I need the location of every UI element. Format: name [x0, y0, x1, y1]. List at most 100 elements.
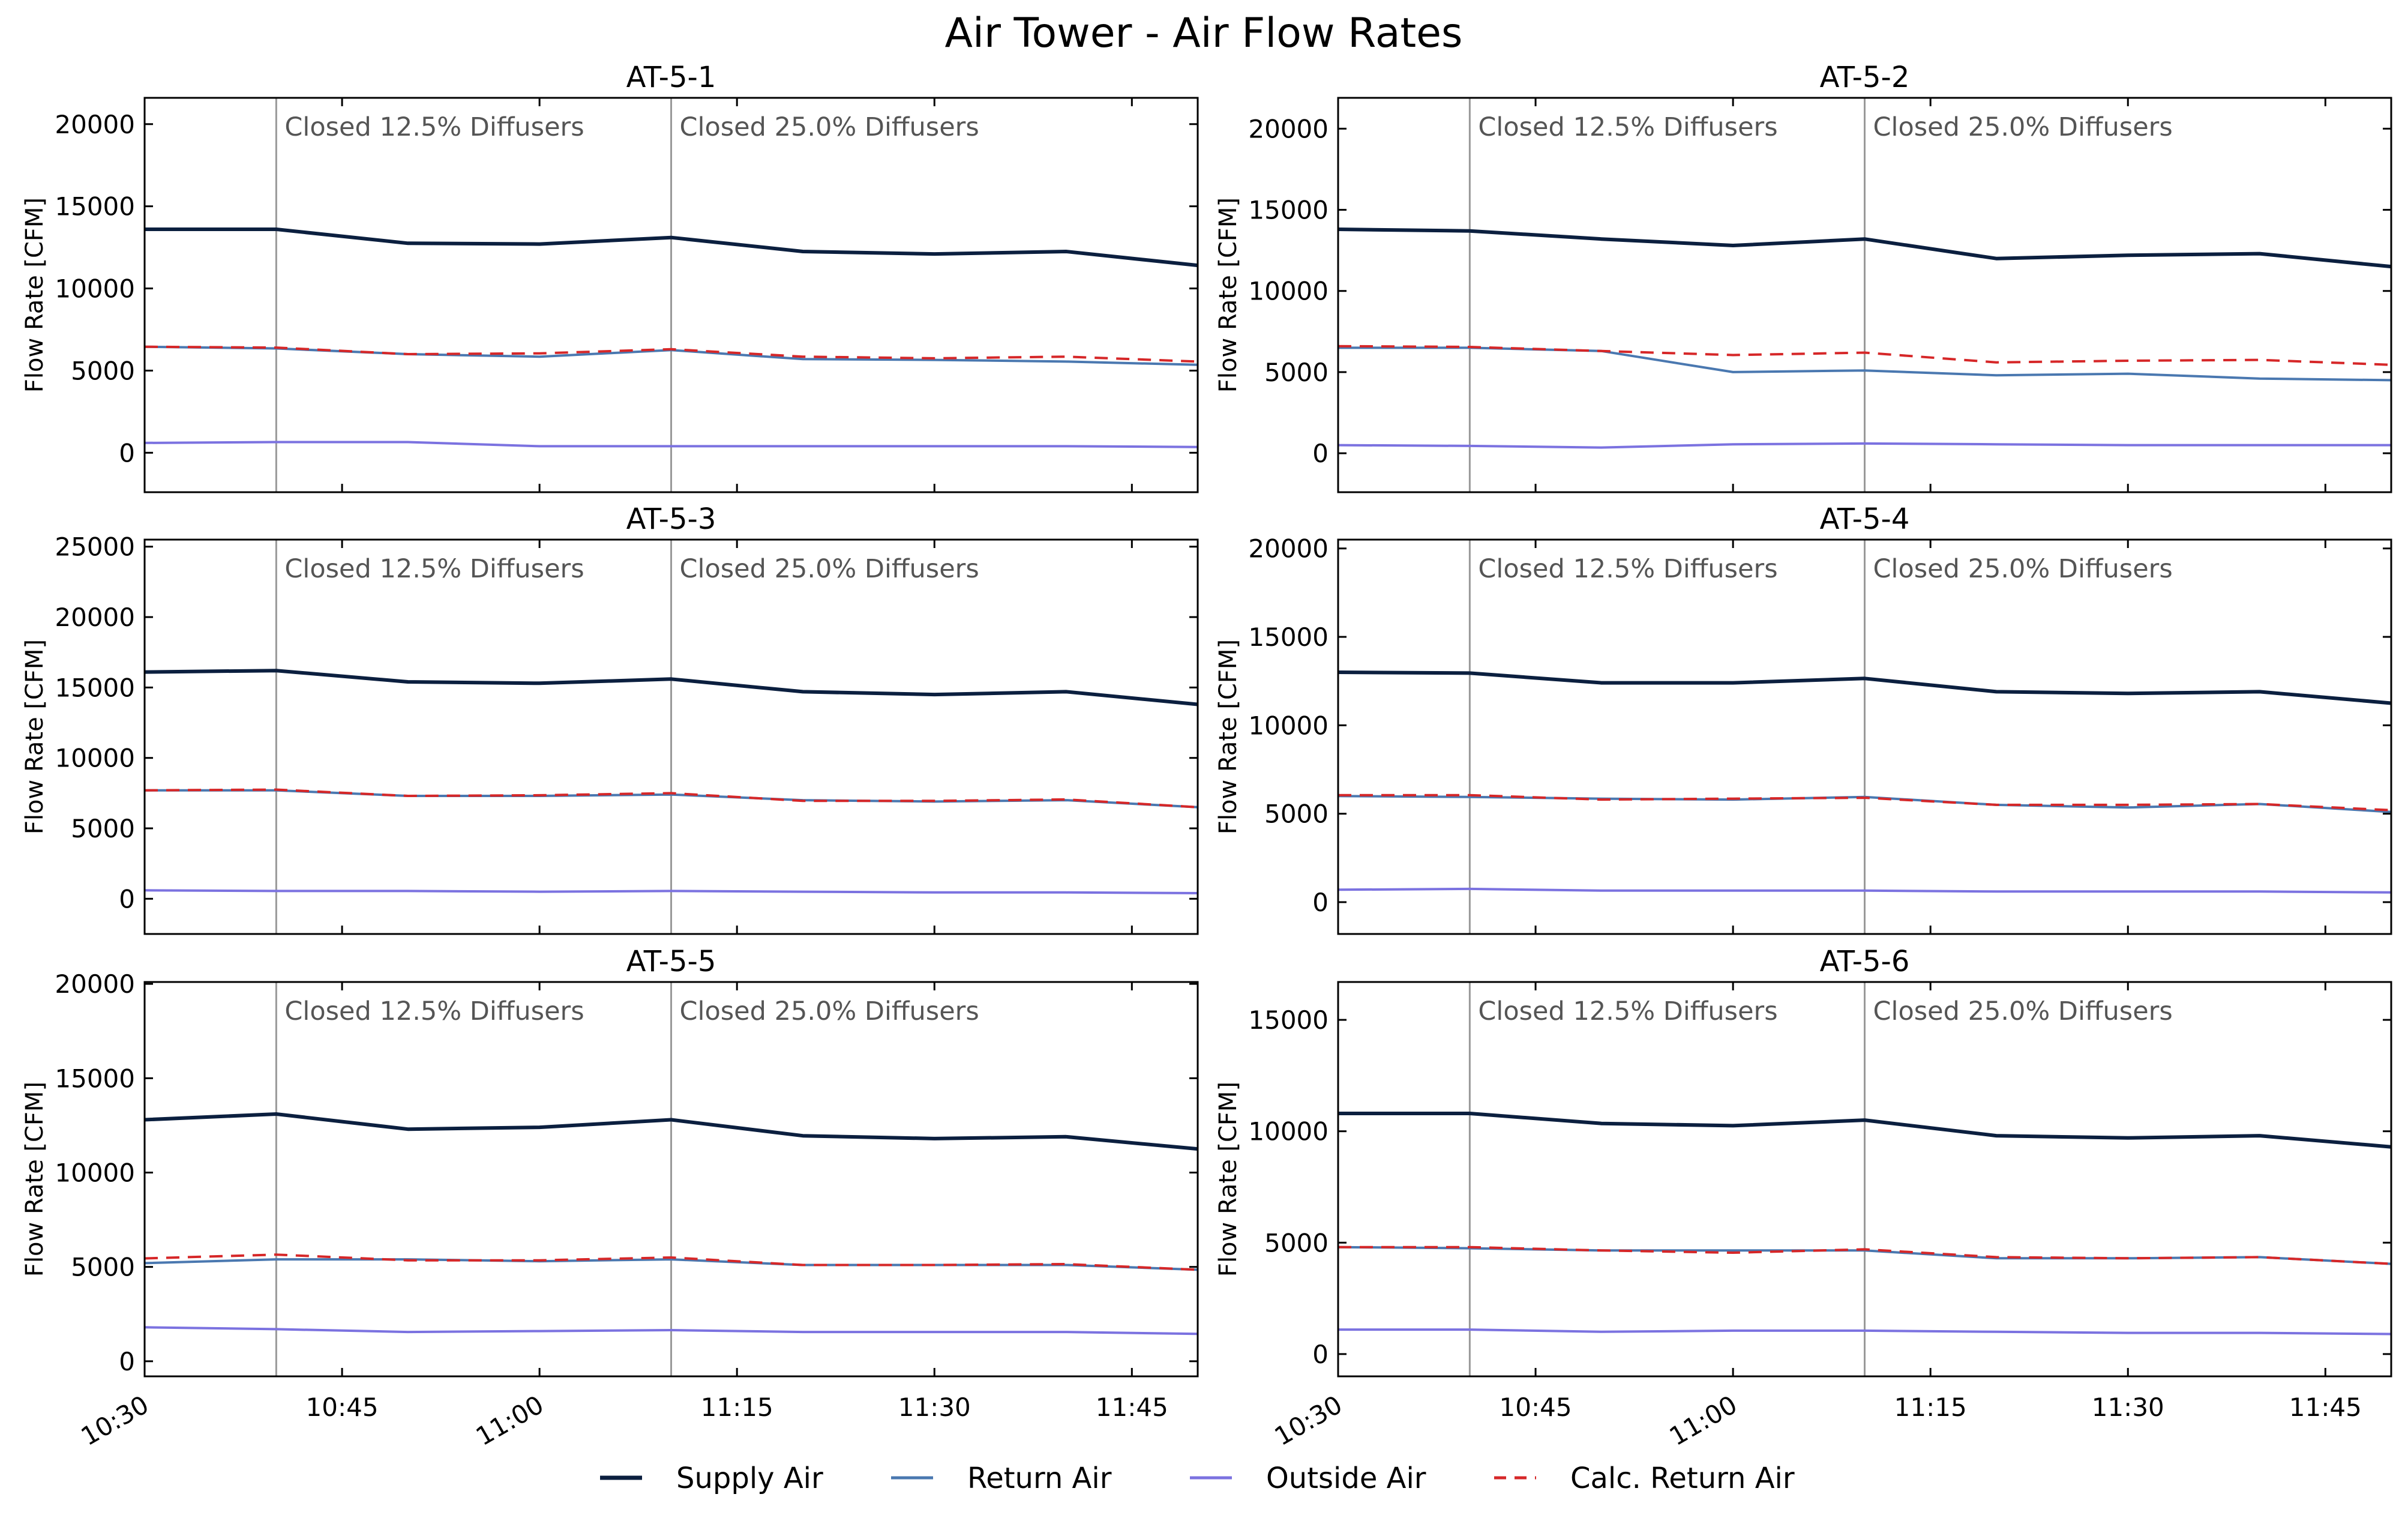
- series-line-calc-return: [1338, 345, 2391, 366]
- y-tick-label: 5000: [71, 1253, 135, 1282]
- y-tick-label: 5000: [71, 356, 135, 385]
- series-lines: [1338, 1112, 2391, 1336]
- plot-frame: [1337, 97, 2392, 493]
- series-line-supply: [145, 1112, 1198, 1151]
- event-annotation: Closed 25.0% Diffusers: [1873, 554, 2173, 584]
- y-tick-label: 10000: [55, 1158, 135, 1187]
- subplot-title: AT-5-2: [1820, 61, 1910, 94]
- y-tick-label: 0: [1312, 439, 1329, 468]
- y-tick-label: 10000: [1248, 277, 1329, 306]
- series-line-calc-return: [1338, 794, 2391, 812]
- event-annotation: Closed 25.0% Diffusers: [680, 112, 979, 142]
- y-axis-label: Flow Rate [CFM]: [1215, 1082, 1242, 1277]
- y-tick-label: 0: [119, 1347, 135, 1376]
- y-tick-label: 5000: [1264, 358, 1329, 387]
- event-annotation: Closed 12.5% Diffusers: [1478, 554, 1777, 584]
- plot-frame: [143, 97, 1199, 493]
- event-annotation: Closed 12.5% Diffusers: [284, 112, 584, 142]
- legend: Supply Air Return Air Outside Air Calc. Ret…: [600, 1462, 1795, 1495]
- plot-frame: [1337, 981, 2392, 1378]
- legend-label: Calc. Return Air: [1570, 1462, 1795, 1495]
- subplot-at-5-2: AT-5-2 Closed 12.5% Diffusers Closed 25.0%…: [1215, 61, 2392, 493]
- event-annotation: Closed 25.0% Diffusers: [1873, 112, 2173, 142]
- y-tick-label: 15000: [1248, 622, 1329, 652]
- y-axis-label: Flow Rate [CFM]: [1215, 197, 1242, 393]
- x-tick-label: 11:45: [2289, 1393, 2362, 1422]
- series-lines: [1338, 670, 2391, 894]
- y-tick-label: 0: [119, 438, 135, 468]
- y-tick-label: 20000: [1248, 114, 1329, 143]
- legend-label: Supply Air: [676, 1462, 823, 1495]
- y-tick-label: 15000: [55, 1064, 135, 1093]
- plot-frame: [143, 981, 1199, 1378]
- y-axis-label: Flow Rate [CFM]: [21, 197, 49, 393]
- subplot-at-5-1: AT-5-1 Closed 12.5% Diffusers Closed 25.0%…: [21, 61, 1199, 493]
- subplot-title: AT-5-5: [626, 945, 716, 978]
- series-line-calc-return: [145, 788, 1198, 809]
- y-tick-label: 20000: [1248, 534, 1329, 564]
- series-line-outside: [145, 889, 1198, 894]
- series-line-calc-return: [145, 345, 1198, 363]
- x-tick-label: 11:45: [1096, 1393, 1168, 1422]
- y-tick-label: 15000: [55, 192, 135, 221]
- event-annotation: Closed 12.5% Diffusers: [1478, 996, 1777, 1026]
- x-tick-label: 10:30: [76, 1390, 154, 1451]
- series-line-supply: [145, 227, 1198, 268]
- y-tick-label: 10000: [55, 744, 135, 773]
- y-tick-label: 0: [119, 884, 135, 914]
- y-tick-label: 20000: [55, 110, 135, 139]
- series-line-calc-return: [1338, 1245, 2391, 1265]
- y-tick-label: 0: [1312, 1340, 1329, 1369]
- series-line-return: [145, 1258, 1198, 1271]
- series-line-supply: [1338, 670, 2391, 705]
- event-annotation: Closed 12.5% Diffusers: [284, 996, 584, 1026]
- series-line-supply: [1338, 227, 2391, 269]
- y-tick-label: 10000: [1248, 711, 1329, 740]
- plot-frame: [143, 538, 1199, 935]
- x-tick-label: 11:30: [898, 1393, 971, 1422]
- y-tick-label: 5000: [1264, 800, 1329, 829]
- y-tick-label: 5000: [1264, 1228, 1329, 1257]
- legend-label: Outside Air: [1266, 1462, 1426, 1495]
- series-line-outside: [145, 441, 1198, 448]
- legend-item-outside: Outside Air: [1190, 1462, 1426, 1495]
- y-tick-label: 20000: [55, 603, 135, 632]
- series-line-outside: [1338, 887, 2391, 894]
- series-line-supply: [1338, 1112, 2391, 1149]
- legend-item-return: Return Air: [891, 1462, 1112, 1495]
- y-tick-label: 25000: [55, 532, 135, 562]
- series-lines: [145, 669, 1198, 894]
- y-tick-label: 5000: [71, 814, 135, 843]
- y-axis-label: Flow Rate [CFM]: [21, 1082, 49, 1277]
- subplot-title: AT-5-1: [626, 61, 716, 94]
- y-tick-label: 15000: [1248, 1005, 1329, 1035]
- event-annotation: Closed 12.5% Diffusers: [284, 554, 584, 584]
- series-line-outside: [1338, 442, 2391, 449]
- y-tick-label: 10000: [1248, 1117, 1329, 1146]
- subplot-at-5-4: AT-5-4 Closed 12.5% Diffusers Closed 25.0%…: [1215, 502, 2392, 935]
- y-axis-label: Flow Rate [CFM]: [1215, 639, 1242, 834]
- x-tick-label: 10:45: [1500, 1393, 1572, 1422]
- subplot-at-5-5: AT-5-5 Closed 12.5% Diffusers Closed 25.0%…: [21, 945, 1199, 1451]
- subplot-grid: AT-5-1 Closed 12.5% Diffusers Closed 25.0%…: [21, 61, 2392, 1451]
- x-tick-label: 11:00: [1665, 1390, 1742, 1451]
- legend-item-calc-return: Calc. Return Air: [1494, 1462, 1795, 1495]
- event-annotation: Closed 25.0% Diffusers: [680, 554, 979, 584]
- figure-title: Air Tower - Air Flow Rates: [945, 10, 1463, 57]
- series-line-outside: [145, 1326, 1198, 1336]
- y-tick-label: 0: [1312, 888, 1329, 917]
- y-axis-label: Flow Rate [CFM]: [21, 639, 49, 834]
- event-annotation: Closed 12.5% Diffusers: [1478, 112, 1777, 142]
- series-line-outside: [1338, 1328, 2391, 1336]
- series-lines: [145, 227, 1198, 448]
- legend-label: Return Air: [967, 1462, 1112, 1495]
- series-line-calc-return: [145, 1253, 1198, 1271]
- legend-item-supply: Supply Air: [600, 1462, 823, 1495]
- plot-frame: [1337, 538, 2392, 935]
- x-tick-label: 11:30: [2092, 1393, 2164, 1422]
- y-tick-label: 15000: [55, 673, 135, 702]
- series-lines: [1338, 227, 2391, 449]
- x-tick-label: 10:45: [306, 1393, 379, 1422]
- subplot-title: AT-5-3: [626, 502, 716, 536]
